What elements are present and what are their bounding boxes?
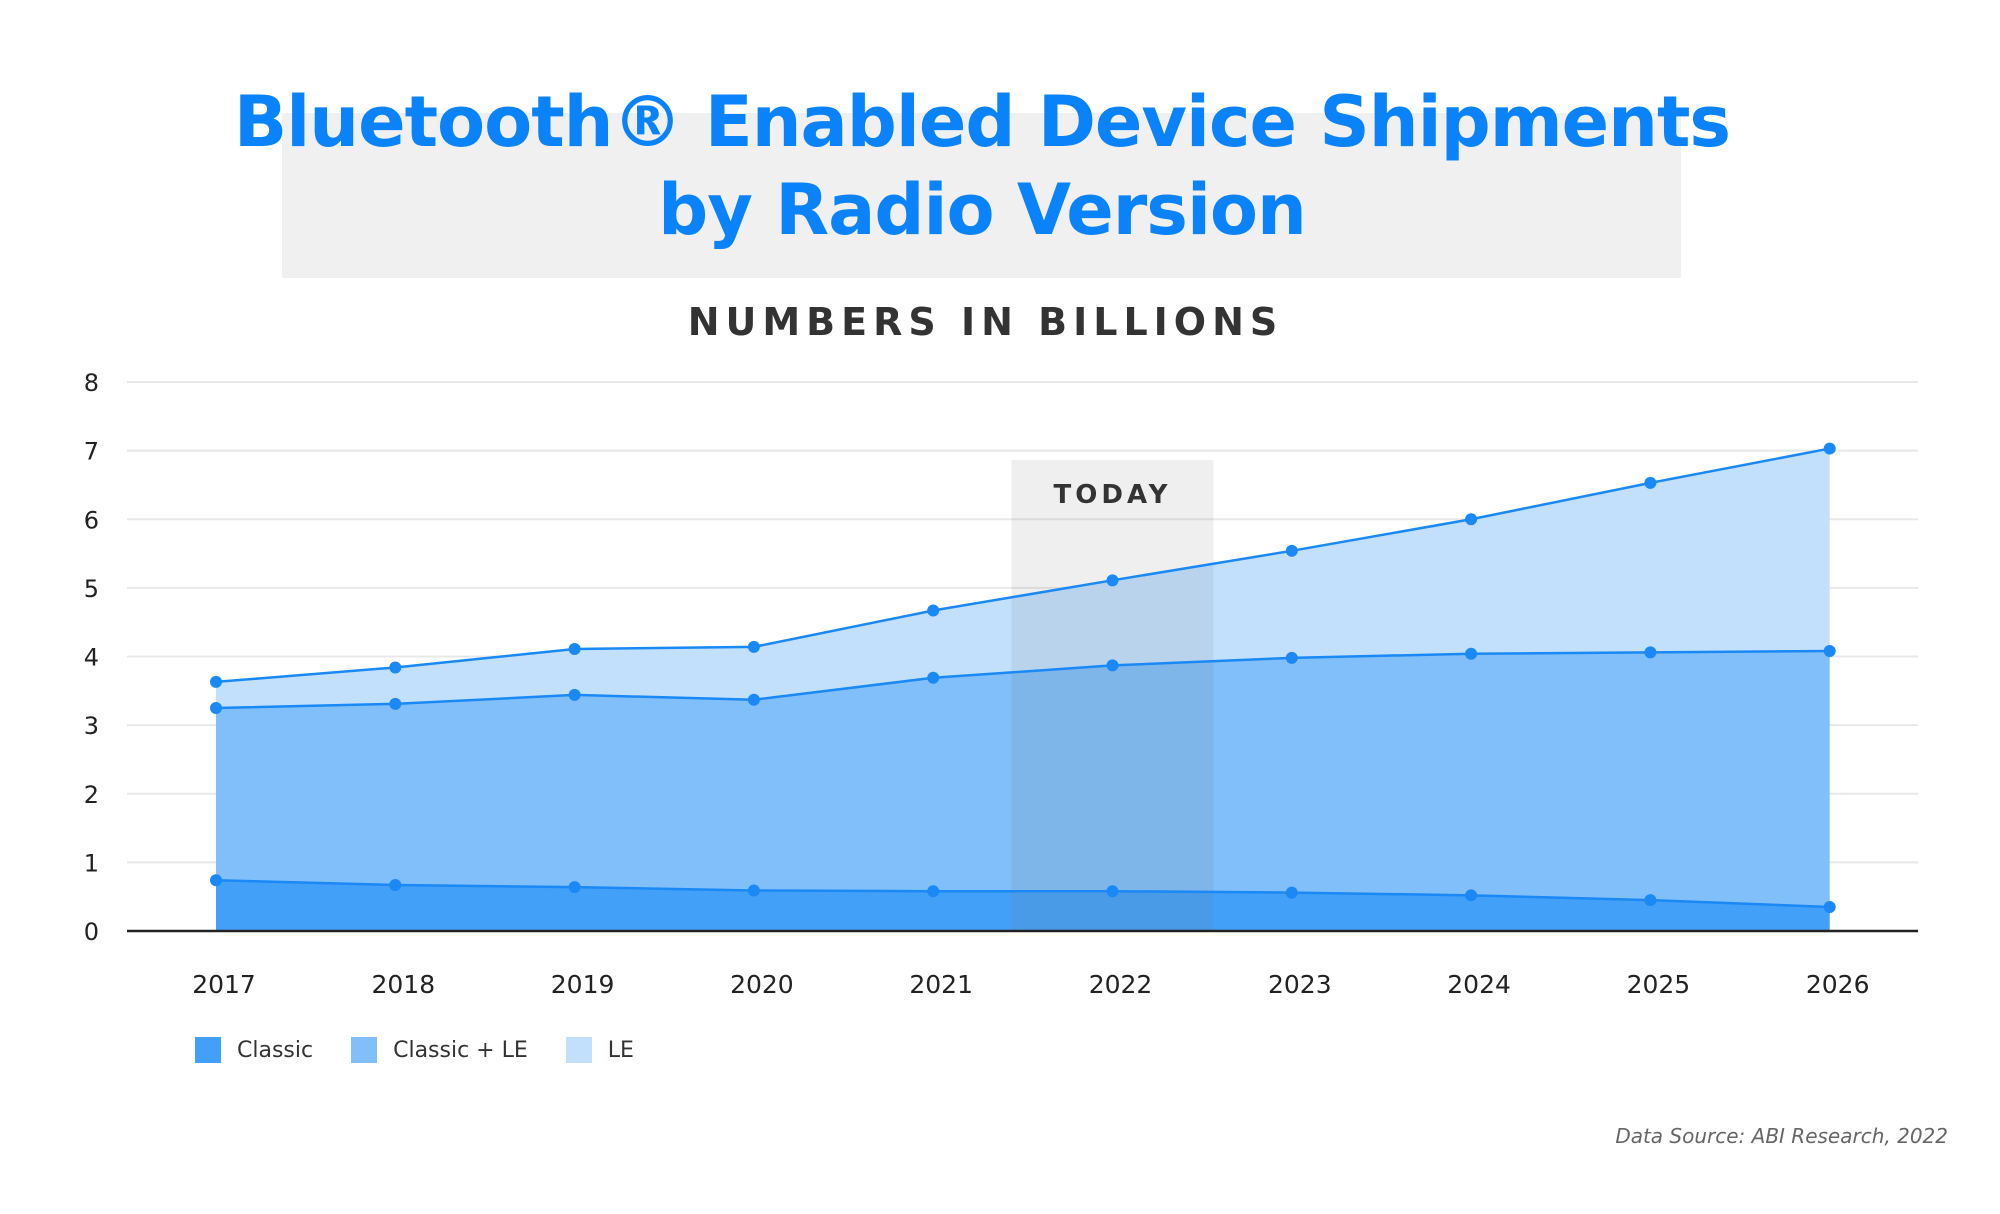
point-classic [927, 885, 940, 898]
chart-title: Bluetooth® Enabled Device Shipments by R… [182, 78, 1782, 254]
legend-swatch-classic [195, 1037, 221, 1063]
point-classic-le [747, 693, 760, 706]
point-classic [1644, 894, 1657, 907]
point-le [1644, 476, 1657, 489]
y-tick-label: 3 [84, 712, 99, 740]
legend-item-le: LE [565, 1037, 634, 1063]
y-tick-label: 5 [84, 575, 99, 603]
x-tick-label: 2026 [1806, 970, 1870, 999]
x-tick-label: 2020 [730, 970, 794, 999]
point-classic [1465, 889, 1478, 902]
y-tick-label: 6 [84, 506, 99, 534]
x-tick-label: 2025 [1627, 970, 1691, 999]
point-classic-le [1465, 647, 1478, 660]
today-label: TODAY [1054, 480, 1172, 510]
point-le [1285, 544, 1298, 557]
point-classic-le [1823, 645, 1836, 658]
point-classic [1823, 900, 1836, 913]
data-source: Data Source: ABI Research, 2022 [1615, 1124, 1948, 1148]
y-tick-label: 1 [84, 849, 99, 877]
point-le [1823, 442, 1836, 455]
y-tick-label: 0 [84, 918, 99, 946]
y-tick-label: 7 [84, 438, 99, 466]
x-tick-label: 2023 [1268, 970, 1332, 999]
legend-swatch-le [565, 1037, 592, 1063]
line-le [215, 447, 1830, 684]
point-classic [747, 884, 760, 897]
point-le [1465, 513, 1478, 526]
point-classic [1285, 886, 1298, 899]
point-le [568, 642, 581, 655]
y-tick-label: 2 [84, 781, 99, 809]
x-tick-label: 2017 [192, 970, 256, 999]
area-le [216, 448, 1830, 708]
area-classic-le [216, 651, 1830, 907]
point-le [210, 675, 222, 688]
line-classic [215, 878, 1830, 909]
point-classic-le [1644, 646, 1657, 659]
chart-subtitle: NUMBERS IN BILLIONS [687, 300, 1284, 344]
point-classic [1106, 885, 1119, 898]
point-classic [389, 879, 402, 892]
x-tick-label: 2021 [909, 970, 973, 999]
x-tick-label: 2018 [371, 970, 435, 999]
title-background [282, 113, 1681, 278]
legend: Classic Classic + LE LE [195, 1037, 672, 1063]
point-classic-le [568, 688, 581, 701]
line-classic-le [215, 649, 1830, 710]
x-tick-label: 2024 [1447, 970, 1511, 999]
today-band [1011, 460, 1214, 931]
point-classic-le [1285, 651, 1298, 664]
chart-title-line-1: Bluetooth® Enabled Device Shipments [233, 81, 1731, 163]
y-tick-label: 4 [84, 644, 99, 672]
point-classic [568, 881, 581, 894]
point-le [1106, 574, 1119, 587]
point-classic-le [210, 701, 222, 714]
point-classic-le [389, 697, 402, 710]
point-classic-le [1106, 659, 1119, 672]
chart-title-line-2: by Radio Version [658, 169, 1307, 251]
y-tick-label: 8 [84, 369, 99, 397]
legend-label-classic: Classic [237, 1037, 314, 1063]
point-classic-le [927, 671, 940, 684]
legend-swatch-classic-le [351, 1037, 378, 1063]
legend-item-classic: Classic [195, 1037, 313, 1063]
x-tick-label: 2019 [551, 970, 615, 999]
legend-item-classic-le: Classic + LE [351, 1037, 528, 1063]
point-le [389, 661, 402, 674]
legend-label-classic-le: Classic + LE [393, 1037, 528, 1063]
point-classic [210, 874, 222, 887]
legend-label-le: LE [607, 1037, 634, 1063]
x-tick-label: 2022 [1089, 970, 1153, 999]
point-le [927, 604, 940, 617]
point-le [747, 640, 760, 653]
area-classic [216, 880, 1830, 931]
